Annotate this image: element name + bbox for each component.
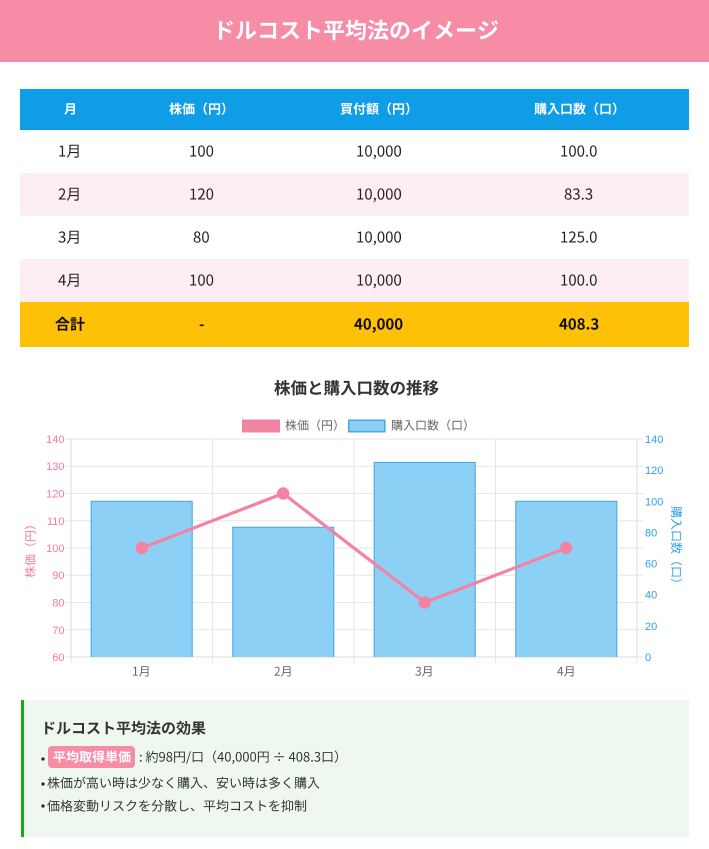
svg-text:70: 70 [52,625,64,637]
svg-text:140: 140 [645,434,663,446]
svg-text:80: 80 [645,527,657,539]
svg-text:0: 0 [645,652,651,664]
svg-text:60: 60 [645,559,657,571]
svg-text:140: 140 [46,434,64,446]
svg-text:120: 120 [645,465,663,477]
svg-text:100: 100 [46,543,64,555]
svg-text:110: 110 [47,516,65,528]
svg-text:100: 100 [645,496,663,508]
svg-text:20: 20 [645,621,657,633]
svg-text:40: 40 [645,590,657,602]
svg-text:60: 60 [52,652,64,664]
svg-text:130: 130 [46,461,64,473]
svg-text:80: 80 [52,598,64,610]
svg-text:120: 120 [46,489,64,501]
svg-text:90: 90 [52,570,64,582]
